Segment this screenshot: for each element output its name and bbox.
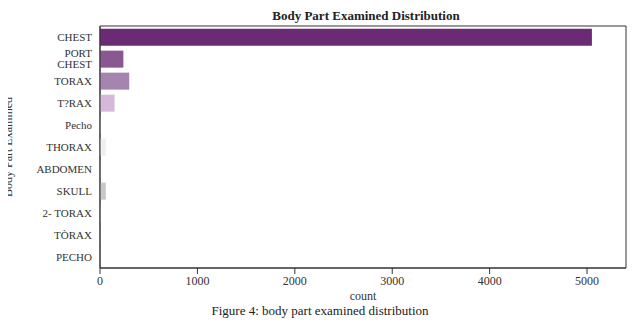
svg-text:2- TORAX: 2- TORAX [43, 207, 92, 219]
html-text:Body Part Examined Distributio: Body Part Examined Distribution [272, 8, 460, 23]
svg-text:4000: 4000 [478, 274, 502, 288]
svg-text:count: count [350, 289, 377, 302]
svg-text:1000: 1000 [185, 274, 209, 288]
svg-text:Body Part Examined: Body Part Examined [8, 97, 15, 197]
svg-text:5000: 5000 [575, 274, 599, 288]
svg-text:CHEST: CHEST [57, 31, 92, 43]
svg-text:PORTCHEST: PORTCHEST [57, 47, 92, 70]
svg-text:TORAX: TORAX [54, 75, 92, 87]
svg-text:THORAX: THORAX [46, 141, 92, 153]
svg-text:0: 0 [97, 274, 103, 288]
svg-text:2000: 2000 [283, 274, 307, 288]
svg-text:3000: 3000 [380, 274, 404, 288]
svg-text:T?RAX: T?RAX [57, 97, 92, 109]
html-text:Figure 4: body part examined d: Figure 4: body part examined distributio… [211, 303, 429, 318]
svg-text:TÒRAX: TÒRAX [54, 229, 92, 241]
svg-text:PECHO: PECHO [56, 251, 92, 263]
svg-text:Pecho: Pecho [65, 119, 92, 131]
svg-text:SKULL: SKULL [57, 185, 93, 197]
svg-text:ABDOMEN: ABDOMEN [36, 163, 92, 175]
